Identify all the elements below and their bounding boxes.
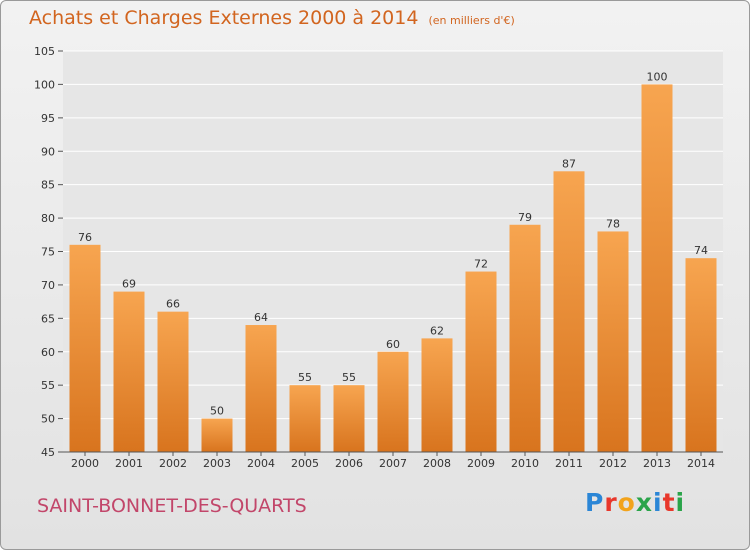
x-tick-label: 2002 (159, 457, 187, 470)
bar-2007 (377, 351, 409, 452)
data-label-2003: 50 (210, 405, 224, 418)
proxiti-logo[interactable]: Proxiti (585, 488, 685, 517)
x-tick-label: 2010 (511, 457, 539, 470)
y-tick-label: 85 (41, 179, 55, 192)
title-unit-note: (en milliers d'€) (428, 14, 515, 27)
bar-2004 (245, 325, 277, 452)
x-axis-ticks: 2000 2001 2002 2003 2004 2005 2006 2007 2008 2009… (71, 452, 715, 470)
y-tick-label: 95 (41, 112, 55, 125)
bar-2002 (157, 311, 189, 452)
logo-letter: t (662, 488, 676, 517)
logo-letter: i (653, 488, 663, 517)
x-tick-label: 2007 (379, 457, 407, 470)
data-label-2001: 69 (122, 278, 136, 291)
y-tick-label: 75 (41, 246, 55, 259)
y-tick-label: 50 (41, 413, 55, 426)
x-tick-label: 2000 (71, 457, 99, 470)
data-label-2002: 66 (166, 298, 180, 311)
x-tick-label: 2012 (599, 457, 627, 470)
x-tick-label: 2005 (291, 457, 319, 470)
data-label-2006: 55 (342, 371, 356, 384)
bar-2010 (509, 224, 541, 452)
x-tick-label: 2008 (423, 457, 451, 470)
data-label-2004: 64 (254, 311, 268, 324)
bar-2003 (201, 418, 233, 452)
bar-2012 (597, 231, 629, 452)
x-tick-label: 2011 (555, 457, 583, 470)
data-label-2000: 76 (78, 231, 92, 244)
bar-2008 (421, 338, 453, 452)
y-tick-label: 70 (41, 279, 55, 292)
bar-2011 (553, 171, 585, 453)
y-tick-label: 45 (41, 446, 55, 459)
y-tick-label: 100 (34, 78, 55, 91)
logo-letter: i (675, 488, 686, 517)
data-label-2012: 78 (606, 217, 620, 230)
bar-2005 (289, 385, 321, 452)
bar-2013 (641, 84, 673, 453)
bars: 76 69 66 50 64 55 55 60 62 72 79 87 78 100 74 (69, 70, 717, 453)
bar-2001 (113, 291, 145, 452)
data-label-2010: 79 (518, 211, 532, 224)
x-tick-label: 2003 (203, 457, 231, 470)
logo-letter: P (585, 488, 605, 517)
logo-letter: x (635, 488, 653, 517)
y-tick-label: 65 (41, 312, 55, 325)
y-tick-label: 55 (41, 379, 55, 392)
x-tick-label: 2006 (335, 457, 363, 470)
bar-2000 (69, 244, 101, 452)
y-tick-label: 90 (41, 145, 55, 158)
y-tick-label: 60 (41, 346, 55, 359)
title-main: Achats et Charges Externes 2000 à 2014 (29, 7, 419, 29)
place-name: SAINT-BONNET-DES-QUARTS (37, 495, 307, 517)
data-label-2008: 62 (430, 324, 444, 337)
x-tick-label: 2004 (247, 457, 275, 470)
data-label-2013: 100 (647, 70, 668, 83)
x-tick-label: 2009 (467, 457, 495, 470)
logo-letter: o (617, 488, 636, 517)
bar-2014 (685, 258, 717, 452)
data-label-2011: 87 (562, 157, 576, 170)
data-label-2014: 74 (694, 244, 708, 257)
data-label-2005: 55 (298, 371, 312, 384)
y-tick-label: 80 (41, 212, 55, 225)
bar-2006 (333, 385, 365, 452)
data-label-2009: 72 (474, 258, 488, 271)
x-tick-label: 2013 (643, 457, 671, 470)
data-label-2007: 60 (386, 338, 400, 351)
x-tick-label: 2014 (687, 457, 715, 470)
chart-title: Achats et Charges Externes 2000 à 2014 (e… (29, 7, 515, 29)
logo-letter: r (604, 488, 618, 517)
y-axis-ticks: 45 50 55 60 65 70 75 80 85 90 95 100 105 (34, 45, 63, 459)
y-tick-label: 105 (34, 45, 55, 58)
bar-2009 (465, 271, 497, 452)
x-tick-label: 2001 (115, 457, 143, 470)
